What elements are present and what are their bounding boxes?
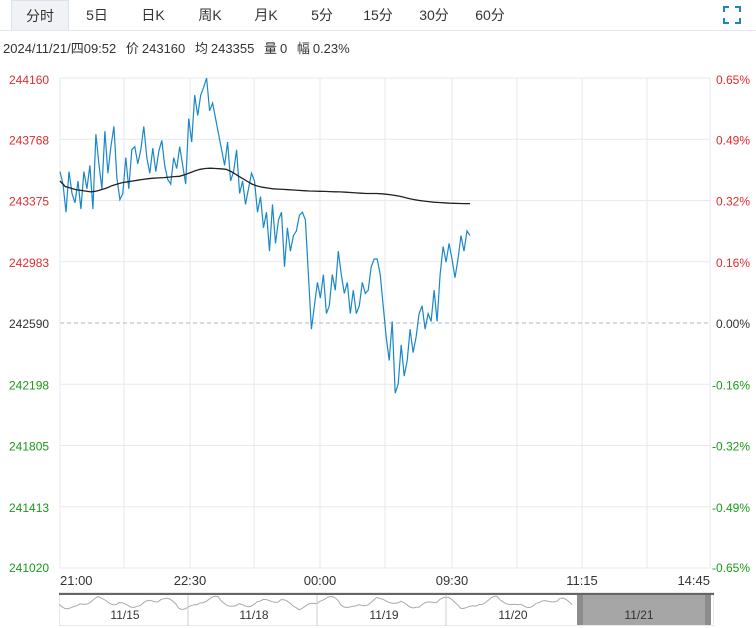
avg-value: 243355 <box>210 41 255 56</box>
tab-weekly-k[interactable]: 周K <box>198 7 222 23</box>
navigator-trace <box>59 595 573 611</box>
x-tick-label: 21:00 <box>60 573 93 588</box>
pct-tick-label: 0.16% <box>716 256 750 270</box>
change-label: 幅 <box>296 41 310 56</box>
pct-tick-label: 0.32% <box>716 195 750 209</box>
avg-label: 均 <box>194 41 208 56</box>
tab-monthly-k[interactable]: 月K <box>254 7 278 23</box>
price-tick-label: 241020 <box>9 561 49 575</box>
navigator-date-label: 11/18 <box>239 608 268 622</box>
volume-label: 量 <box>263 41 277 56</box>
fullscreen-icon[interactable] <box>722 5 742 25</box>
navigator-handle-left <box>577 595 583 625</box>
navigator-handle-right <box>705 595 711 625</box>
tab-15min[interactable]: 15分 <box>363 7 393 23</box>
plot-frame <box>59 77 711 569</box>
change-value: 0.23% <box>312 41 350 56</box>
period-tabs: 分时 5日 日K 周K 月K 5分 15分 30分 60分 <box>0 0 756 31</box>
x-tick-label: 00:00 <box>304 573 337 588</box>
quote-datetime: 2024/11/21/四09:52 <box>3 41 117 56</box>
pct-tick-label: -0.16% <box>712 378 750 392</box>
average-line <box>59 167 470 205</box>
price-tick-label: 242590 <box>9 317 49 331</box>
price-tick-label: 242198 <box>9 378 49 392</box>
intraday-chart: 244160 0.65% 243768 0.49% 243375 0.32% 242983 0… <box>9 73 750 588</box>
pct-tick-label: -0.32% <box>712 440 750 454</box>
tab-daily-k[interactable]: 日K <box>141 7 165 23</box>
x-tick-label: 11:15 <box>566 573 598 588</box>
price-line <box>59 77 471 394</box>
x-tick-label: 22:30 <box>174 573 207 588</box>
pct-tick-label: 0.65% <box>716 73 750 87</box>
tab-60min[interactable]: 60分 <box>475 7 505 23</box>
price-tick-label: 241413 <box>9 501 49 515</box>
pct-tick-label: -0.49% <box>712 501 750 515</box>
navigator-date-label: 11/19 <box>369 608 398 622</box>
price-tick-label: 243375 <box>9 195 49 209</box>
x-tick-label: 09:30 <box>436 573 469 588</box>
navigator-date-label: 11/15 <box>110 608 139 622</box>
navigator-date-label: 11/20 <box>498 608 527 622</box>
time-navigator[interactable]: 11/15 11/18 11/19 11/20 11/21 <box>59 592 714 626</box>
pct-tick-label: -0.65% <box>712 561 750 575</box>
price-tick-label: 241805 <box>9 440 49 454</box>
tab-5day[interactable]: 5日 <box>86 7 108 23</box>
navigator-date-label: 11/21 <box>624 608 653 622</box>
price-tick-label: 242983 <box>9 256 49 270</box>
price-tick-label: 243768 <box>9 133 49 147</box>
pct-tick-label: 0.49% <box>716 133 750 147</box>
price-tick-label: 244160 <box>9 73 49 87</box>
navigator-selection <box>577 595 711 625</box>
price-label: 价 <box>125 41 139 56</box>
tab-30min[interactable]: 30分 <box>419 7 449 23</box>
x-tick-label: 14:45 <box>677 573 710 588</box>
tab-intraday[interactable]: 分时 <box>11 0 69 30</box>
volume-value: 0 <box>279 41 288 56</box>
price-value: 243160 <box>141 41 186 56</box>
pct-tick-label: 0.00% <box>716 317 750 331</box>
tab-5min[interactable]: 5分 <box>311 7 333 23</box>
